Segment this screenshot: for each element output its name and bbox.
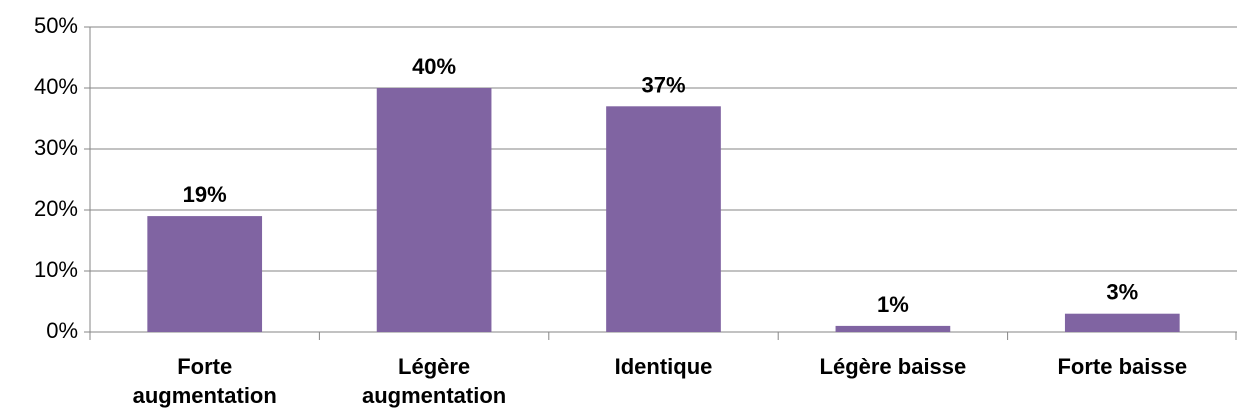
x-tick-label-line: Légère	[398, 354, 470, 379]
data-label: 37%	[641, 72, 685, 97]
data-label: 40%	[412, 54, 456, 79]
x-tick-label: Identique	[615, 354, 713, 379]
bars	[147, 88, 1180, 332]
x-tick-label: Légère augmentation	[362, 354, 506, 408]
y-tick-label: 30%	[34, 135, 78, 160]
data-label: 19%	[183, 182, 227, 207]
x-tick-label: Forte baisse	[1057, 354, 1187, 379]
y-tick-label: 40%	[34, 74, 78, 99]
y-tick-label: 0%	[46, 318, 78, 343]
data-label: 3%	[1106, 280, 1138, 305]
x-tick-label-line: Légère baisse	[820, 354, 967, 379]
x-tick-label: Légère baisse	[820, 354, 967, 379]
x-tick-label-line: Forte	[177, 354, 232, 379]
y-tick-label: 10%	[34, 257, 78, 282]
x-tick-label-line: Forte baisse	[1057, 354, 1187, 379]
bar	[835, 325, 951, 332]
x-tick-label-line: Identique	[615, 354, 713, 379]
bar	[606, 106, 721, 332]
y-tick-label: 50%	[34, 13, 78, 38]
y-tick-label: 20%	[34, 196, 78, 221]
labels: 0% 10% 20% 30% 40% 50% 19% Forte augmentation 40%…	[34, 13, 1187, 408]
data-label: 1%	[877, 292, 909, 317]
x-tick-label-line: augmentation	[362, 383, 506, 408]
x-tick-label: Forte augmentation	[133, 354, 277, 408]
bar	[1064, 313, 1180, 332]
bar	[147, 216, 263, 332]
x-tick-label-line: augmentation	[133, 383, 277, 408]
bar	[376, 88, 492, 332]
